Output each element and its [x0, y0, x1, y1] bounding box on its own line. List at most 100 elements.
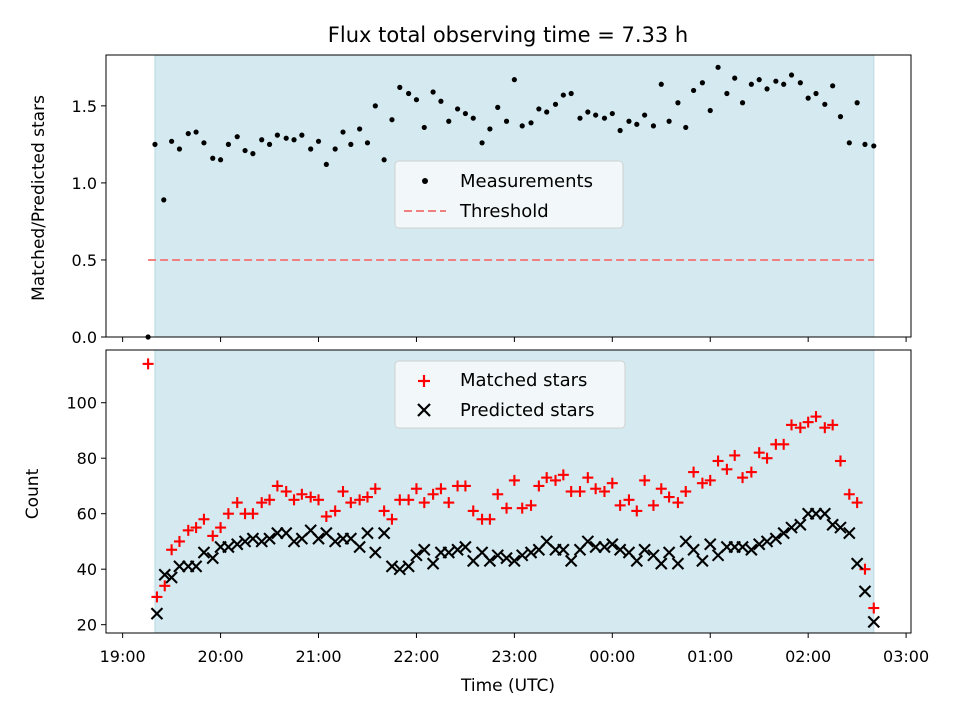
- matched-star-point: [631, 505, 643, 517]
- predicted-star-point: [564, 554, 578, 568]
- predicted-star-point-b: [377, 526, 391, 540]
- measurement-point: [332, 146, 338, 152]
- predicted-star-point: [328, 535, 342, 548]
- predicted-star-point: [353, 540, 366, 554]
- matched-star-point: [492, 488, 504, 500]
- matched-star-point: [182, 524, 194, 536]
- matched-star-point: [418, 497, 430, 509]
- matched-star-point: [753, 447, 765, 459]
- matched-star-point: [533, 480, 545, 492]
- top-y-ticks: 0.0 0.5 1.0 1.5: [72, 97, 106, 347]
- measurement-point: [666, 118, 672, 124]
- predicted-star-point: [557, 543, 570, 557]
- legend-predicted-label: Predicted stars: [460, 400, 594, 421]
- predicted-star-point-b: [540, 535, 553, 548]
- legend-matched-marker: [418, 375, 430, 387]
- matched-star-point: [222, 508, 234, 520]
- measurement-point: [683, 124, 689, 131]
- measurement-point: [438, 98, 444, 104]
- matched-star-point: [688, 466, 700, 478]
- matched-star-point: [215, 522, 227, 534]
- predicted-star-point-b: [752, 537, 766, 551]
- predicted-star-point-b: [745, 543, 758, 557]
- measurement-point: [707, 107, 713, 114]
- predicted-star-point: [500, 551, 513, 565]
- measurement-point: [617, 127, 623, 134]
- predicted-star-point: [752, 537, 766, 551]
- matched-star-point: [541, 472, 553, 484]
- predicted-star-point: [402, 560, 415, 573]
- predicted-star-point: [638, 543, 651, 557]
- matched-star-point: [403, 494, 415, 506]
- predicted-star-point: [312, 532, 325, 545]
- matched-star-point: [802, 416, 814, 428]
- predicted-star-point: [442, 546, 456, 559]
- predicted-star-point: [843, 526, 856, 540]
- predicted-star-point: [222, 540, 235, 554]
- measurement-point: [739, 100, 746, 106]
- measurement-point: [283, 135, 289, 141]
- measurement-point: [250, 151, 256, 157]
- matched-star-point: [410, 483, 422, 495]
- predicted-star-point: [377, 526, 391, 540]
- matched-star-point: [737, 472, 749, 484]
- matched-star-point: [247, 508, 259, 520]
- measurement-point: [152, 141, 158, 147]
- predicted-star-point-b: [418, 543, 431, 557]
- matched-star-point: [745, 466, 757, 478]
- measurement-point: [201, 140, 207, 146]
- predicted-star-point-b: [279, 526, 293, 540]
- predicted-star-point: [850, 557, 864, 570]
- predicted-star-point-b: [222, 540, 235, 554]
- measurement-point: [161, 197, 167, 203]
- predicted-star-point: [197, 546, 211, 559]
- measurement-point: [846, 140, 852, 146]
- measurement-point: [479, 140, 485, 146]
- predicted-star-point-b: [606, 537, 619, 551]
- bottom-y-tick-label: 60: [77, 505, 97, 524]
- predicted-star-point: [613, 543, 627, 557]
- measurement-point: [397, 84, 403, 90]
- predicted-star-point: [696, 554, 709, 568]
- top-y-axis-label: Matched/Predicted stars: [29, 95, 49, 301]
- measurement-point: [315, 138, 322, 144]
- bottom-panel: 20 40 60 80 100 19:00 20:00 21:00 22:00 23:00 00:…: [23, 349, 929, 696]
- measurement-point: [585, 109, 591, 115]
- matched-star-point: [639, 474, 651, 486]
- bottom-x-tick-label: 22:00: [393, 647, 439, 666]
- matched-star-point: [151, 591, 163, 603]
- predicted-star-point-b: [426, 557, 440, 570]
- measurement-point: [699, 80, 706, 86]
- measurement-point: [871, 143, 877, 149]
- measurement-point: [813, 90, 819, 97]
- measurement-point: [650, 123, 657, 129]
- measurement-point: [830, 83, 836, 89]
- measurement-point: [291, 137, 297, 143]
- measurement-point: [308, 146, 314, 152]
- matched-star-point: [271, 480, 283, 492]
- x-axis-label: Time (UTC): [460, 676, 555, 696]
- predicted-star-point: [745, 543, 758, 557]
- matched-star-point: [345, 497, 357, 509]
- measurement-point: [781, 81, 787, 87]
- predicted-star-point-b: [165, 571, 178, 584]
- predicted-star-point: [150, 607, 164, 620]
- predicted-star-point: [736, 540, 749, 554]
- predicted-star-point-b: [353, 540, 366, 554]
- measurement-point: [593, 112, 599, 118]
- predicted-star-point: [410, 549, 423, 562]
- predicted-star-point: [785, 521, 798, 534]
- predicted-star-point: [418, 543, 431, 557]
- predicted-star-point: [361, 526, 374, 540]
- matched-star-point: [142, 358, 154, 370]
- measurement-point: [715, 64, 721, 70]
- bottom-x-tick-label: 02:00: [785, 647, 831, 666]
- matched-star-point: [320, 510, 332, 522]
- predicted-star-point: [451, 543, 464, 557]
- predicted-star-point-b: [246, 532, 260, 545]
- measurement-point: [822, 101, 828, 107]
- predicted-star-point: [508, 554, 521, 568]
- matched-star-point: [166, 544, 178, 556]
- predicted-star-point-b: [679, 535, 692, 548]
- matched-star-point: [550, 474, 562, 486]
